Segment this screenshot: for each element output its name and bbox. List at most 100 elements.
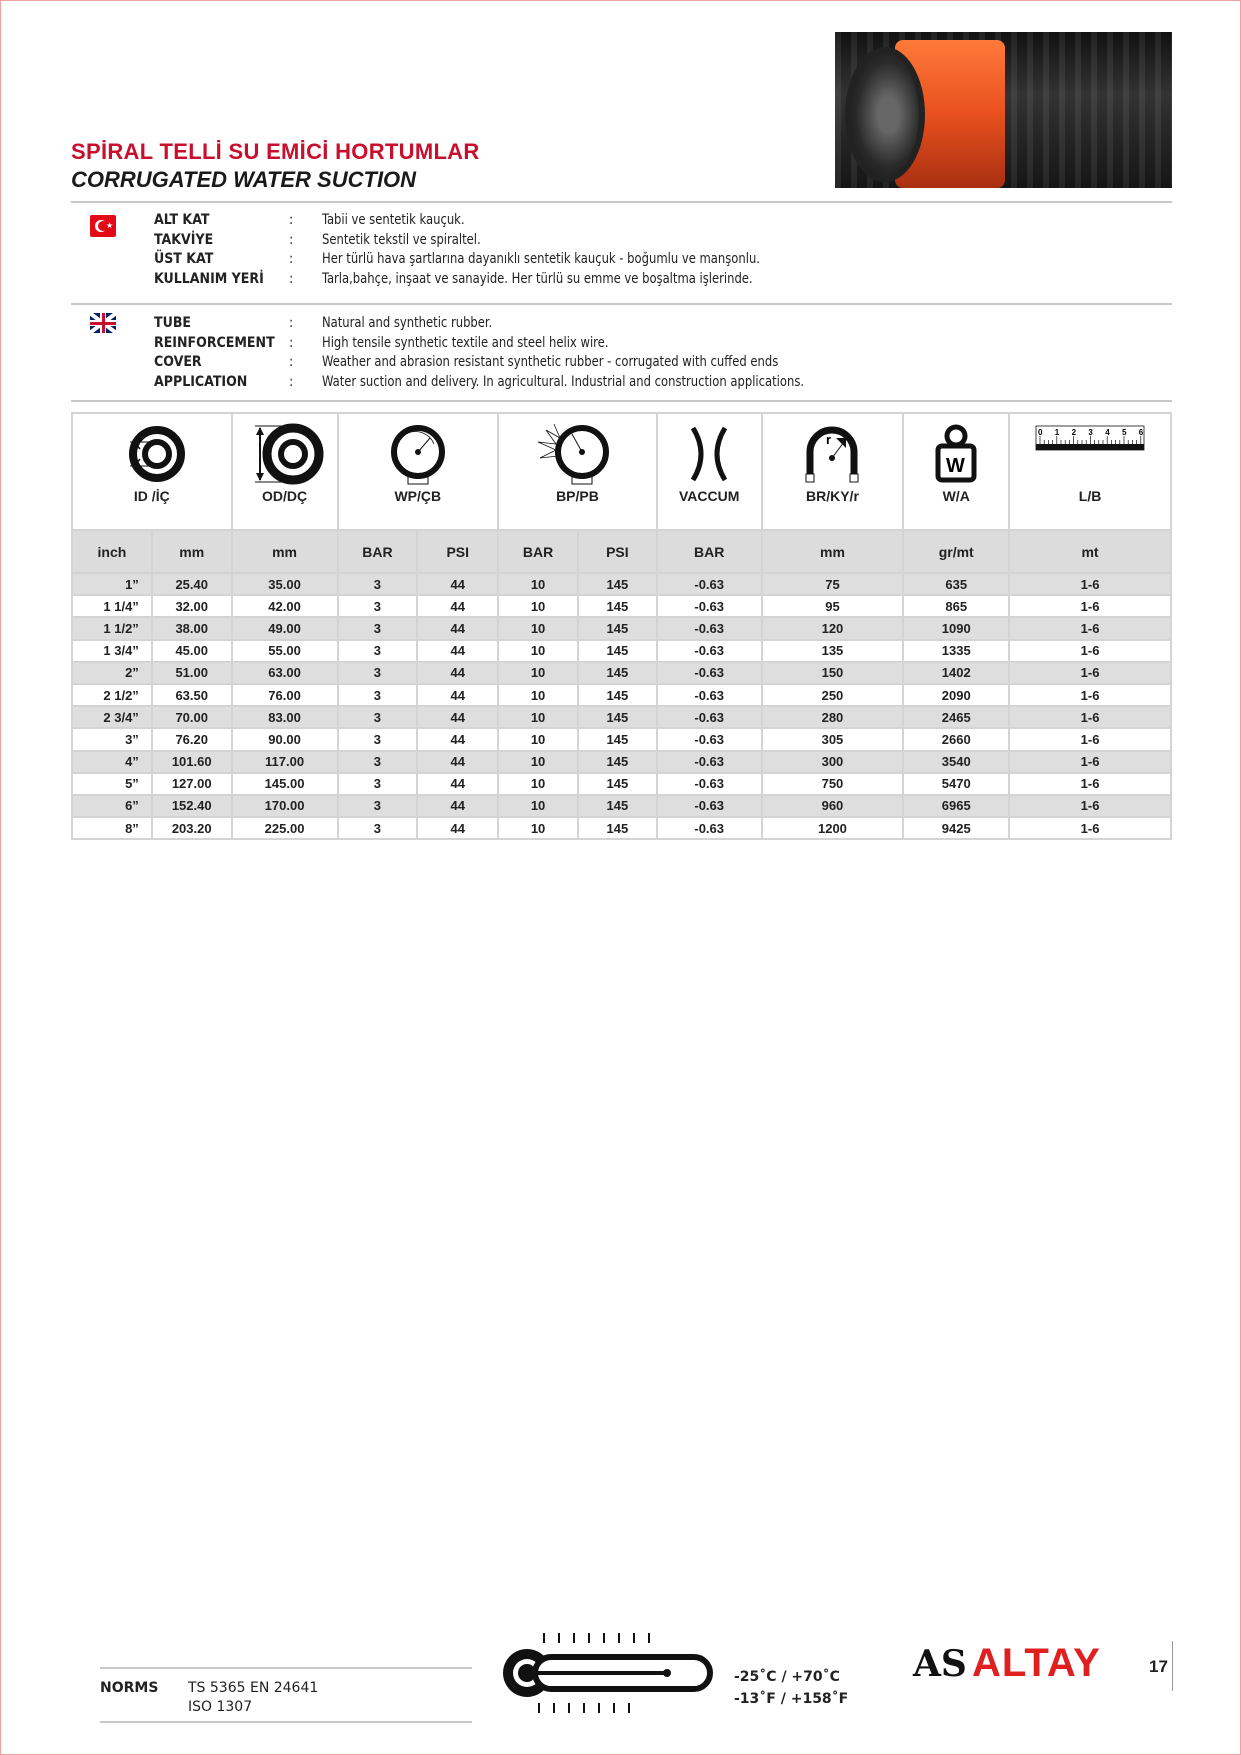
turkey-flag-icon: ★: [90, 215, 116, 237]
divider: [1172, 1641, 1173, 1691]
unit-header: mm: [150, 529, 233, 574]
ruler-number: 6: [1139, 428, 1144, 437]
table-cell: 10: [497, 660, 579, 685]
table-cell: 2”: [71, 660, 153, 685]
table-cell: 2465: [902, 705, 1011, 730]
table-cell: 3: [336, 749, 419, 774]
table-cell: 83.00: [230, 705, 339, 730]
table-cell: 1-6: [1008, 682, 1172, 708]
table-row: 8” 203.20 225.00 3 44 10 145 -0.63 1200 9425 1-6: [71, 816, 1172, 841]
table-cell: 4”: [71, 749, 153, 774]
table-cell: 280: [760, 705, 905, 730]
specs-turkish: ALT KAT: Tabii ve sentetik kauçuk. TAKVİY…: [154, 212, 760, 287]
table-row: 1” 25.40 35.00 3 44 10 145 -0.63 75 635 1-6: [71, 571, 1172, 597]
title-turkish: SPİRAL TELLİ SU EMİCİ HORTUMLAR: [71, 139, 480, 164]
table-cell: -0.63: [655, 571, 763, 597]
table-cell: -0.63: [655, 727, 763, 752]
weight-icon: W: [935, 424, 977, 483]
table-cell: 44: [416, 727, 500, 752]
table-cell: 44: [416, 771, 500, 796]
table-cell: 960: [760, 793, 905, 819]
norm-standard: ISO 1307: [188, 1699, 253, 1715]
table-cell: 55.00: [230, 638, 339, 663]
table-cell: 63.00: [230, 660, 339, 685]
table-cell: -0.63: [655, 771, 763, 796]
ruler-number: 0: [1038, 428, 1043, 437]
table-row: 6” 152.40 170.00 3 44 10 145 -0.63 960 6965 1-6: [71, 793, 1172, 819]
table-cell: 44: [416, 616, 500, 641]
table-cell: 1 3/4”: [71, 638, 153, 663]
table-cell: 1402: [902, 660, 1011, 685]
table-cell: 1090: [902, 616, 1011, 641]
table-cell: 145: [576, 571, 658, 597]
altay-logo: AS ALTAY: [913, 1641, 1101, 1685]
table-row: 2 3/4” 70.00 83.00 3 44 10 145 -0.63 280 2465 1-6: [71, 705, 1172, 730]
table-cell: 2 1/2”: [71, 682, 153, 708]
table-cell: 3: [336, 638, 419, 663]
table-cell: 145: [576, 816, 658, 841]
table-cell: 1-6: [1008, 793, 1172, 819]
table-cell: -0.63: [655, 816, 763, 841]
table-cell: 44: [416, 705, 500, 730]
table-cell: 1-6: [1008, 660, 1172, 685]
table-cell: 1-6: [1008, 594, 1172, 619]
table-cell: -0.63: [655, 638, 763, 663]
table-row: 3” 76.20 90.00 3 44 10 145 -0.63 305 2660 1-6: [71, 727, 1172, 752]
table-cell: 3540: [902, 749, 1011, 774]
header-vacuum: VACCUM: [655, 412, 763, 531]
table-cell: 1-6: [1008, 638, 1172, 663]
table-cell: 305: [760, 727, 905, 752]
table-cell: 49.00: [230, 616, 339, 641]
table-cell: 3: [336, 594, 419, 619]
table-cell: 10: [497, 727, 579, 752]
svg-text:r: r: [826, 432, 831, 447]
unit-header: inch: [71, 529, 153, 574]
table-cell: 1-6: [1008, 571, 1172, 597]
table-row: 1 3/4” 45.00 55.00 3 44 10 145 -0.63 135 1335 1-6: [71, 638, 1172, 663]
unit-header: PSI: [576, 529, 658, 574]
divider: [100, 1721, 472, 1723]
page-number: 17: [1149, 1657, 1168, 1676]
table-cell: 10: [497, 816, 579, 841]
table-cell: 3: [336, 660, 419, 685]
temperature-fahrenheit: -13˚F / +158˚F: [734, 1691, 849, 1707]
hose-product-image: [835, 32, 1172, 188]
table-cell: 1-6: [1008, 816, 1172, 841]
table-cell: 1200: [760, 816, 905, 841]
table-cell: 145: [576, 705, 658, 730]
svg-text:W: W: [946, 455, 965, 477]
temperature-celsius: -25˚C / +70˚C: [734, 1669, 840, 1685]
table-cell: 44: [416, 571, 500, 597]
table-cell: 145: [576, 793, 658, 819]
divider: [71, 303, 1172, 305]
table-cell: 152.40: [150, 793, 233, 819]
title-english: CORRUGATED WATER SUCTION: [71, 167, 417, 192]
table-cell: -0.63: [655, 660, 763, 685]
unit-header: BAR: [336, 529, 419, 574]
table-cell: -0.63: [655, 682, 763, 708]
table-cell: 95: [760, 594, 905, 619]
unit-header: mm: [230, 529, 339, 574]
table-cell: 10: [497, 571, 579, 597]
header-weight: W W/A: [902, 412, 1011, 531]
ruler-icon: 0 1 2 3 4 5 6: [1035, 425, 1145, 451]
ruler-number: 2: [1072, 428, 1077, 437]
table-cell: 127.00: [150, 771, 233, 796]
ruler-number: 1: [1055, 428, 1060, 437]
table-cell: 2090: [902, 682, 1011, 708]
table-cell: 10: [497, 749, 579, 774]
table-cell: 44: [416, 749, 500, 774]
table-cell: 1-6: [1008, 771, 1172, 796]
divider: [71, 400, 1172, 402]
table-cell: 3: [336, 793, 419, 819]
table-cell: 3”: [71, 727, 153, 752]
ruler-number: 5: [1122, 428, 1127, 437]
table-cell: 3: [336, 571, 419, 597]
ruler-number: 3: [1088, 428, 1093, 437]
table-cell: 225.00: [230, 816, 339, 841]
table-cell: 145: [576, 660, 658, 685]
table-cell: 9425: [902, 816, 1011, 841]
table-cell: 1 1/2”: [71, 616, 153, 641]
table-cell: -0.63: [655, 749, 763, 774]
